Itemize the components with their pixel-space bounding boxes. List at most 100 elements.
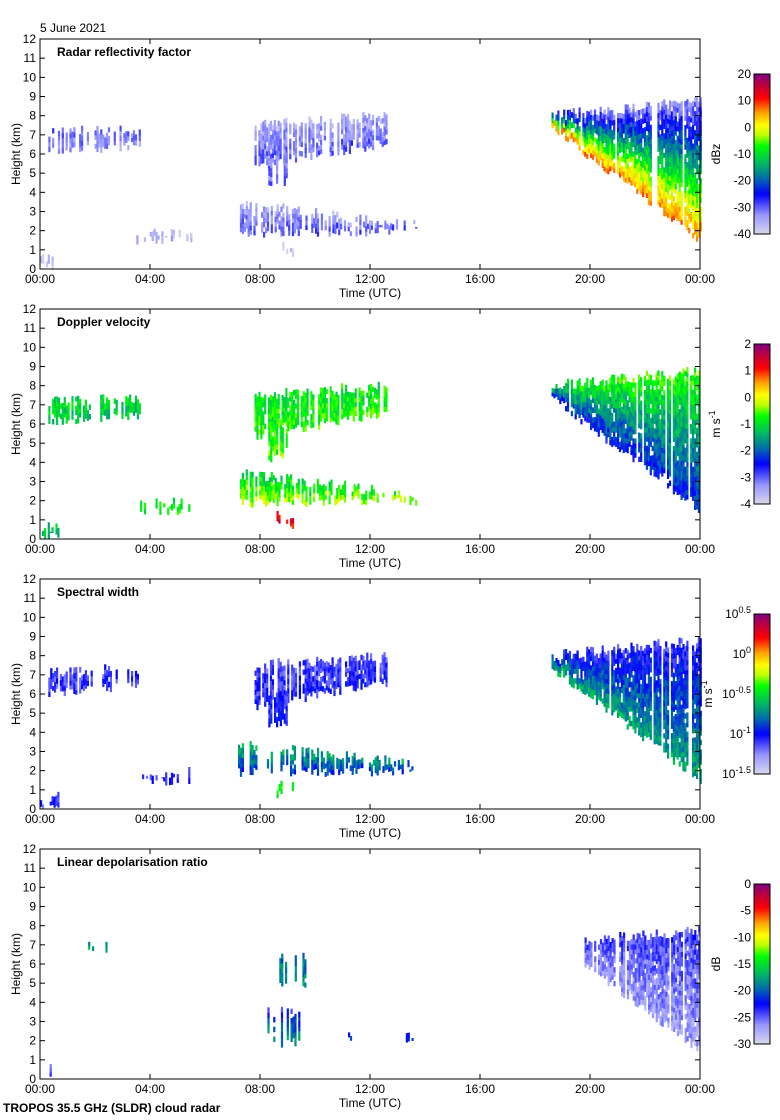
radar-cell [346, 681, 350, 687]
radar-cell [694, 381, 697, 387]
radar-cell [358, 410, 361, 417]
radar-cell [695, 451, 699, 458]
radar-cell [71, 405, 74, 411]
radar-cell [134, 681, 138, 688]
radar-cell [632, 113, 635, 119]
radar-cell [57, 527, 60, 534]
radar-cell [680, 475, 683, 481]
radar-cell [624, 118, 627, 125]
radar-cell [697, 208, 700, 214]
radar-cell [674, 486, 677, 492]
radar-cell [318, 127, 321, 133]
radar-cell [620, 416, 623, 422]
radar-cell [82, 685, 86, 692]
radar-cell [47, 522, 50, 529]
radar-cell [368, 118, 371, 124]
radar-cell [383, 139, 386, 146]
radar-cell [77, 400, 80, 406]
colorbar-swatch [754, 138, 770, 141]
radar-cell [591, 134, 595, 141]
radar-cell [335, 414, 338, 420]
radar-cell [661, 385, 664, 391]
radar-cell [54, 671, 57, 677]
radar-cell [294, 152, 298, 158]
radar-cell [678, 215, 681, 222]
radar-cell [306, 406, 309, 412]
radar-cell [595, 681, 598, 687]
radar-cell [617, 658, 620, 665]
radar-cell [337, 677, 340, 683]
colorbar-swatch [754, 502, 770, 505]
radar-cell [659, 394, 662, 401]
radar-cell [300, 141, 303, 147]
colorbar-swatch [754, 164, 770, 167]
radar-cell [653, 428, 656, 434]
radar-cell [53, 796, 56, 803]
radar-cell [283, 139, 286, 145]
radar-cell [672, 143, 675, 149]
radar-cell [692, 466, 695, 473]
radar-cell [665, 152, 668, 159]
radar-cell [258, 405, 261, 412]
radar-cell [304, 669, 307, 675]
radar-cell [686, 162, 689, 168]
radar-cell [65, 145, 68, 151]
radar-cell [617, 443, 620, 449]
radar-cell [607, 394, 610, 400]
radar-cell [649, 379, 652, 386]
colorbar-swatch [754, 360, 770, 363]
radar-cell [690, 467, 693, 473]
radar-cell [346, 128, 350, 134]
radar-cell [591, 422, 595, 429]
radar-cell [591, 154, 595, 160]
radar-cell [90, 675, 93, 682]
radar-cell [304, 664, 307, 670]
radar-cell [280, 484, 283, 490]
radar-cell [254, 417, 257, 423]
radar-cell [355, 231, 358, 237]
radar-cell [354, 397, 357, 403]
radar-cell [90, 670, 93, 677]
radar-cell [288, 224, 291, 231]
radar-cell [603, 385, 606, 392]
radar-cell [241, 477, 244, 483]
radar-cell [310, 134, 313, 141]
radar-cell [165, 236, 168, 238]
radar-cell [620, 397, 623, 403]
radar-cell [238, 758, 241, 764]
radar-cell [323, 677, 326, 684]
radar-cell [684, 495, 687, 501]
radar-cell [672, 455, 675, 461]
radar-cell [634, 130, 637, 136]
radar-cell [694, 177, 697, 183]
radar-cell [311, 223, 314, 229]
radar-cell [566, 653, 570, 658]
radar-cell [568, 665, 571, 671]
radar-cell [370, 673, 373, 680]
radar-cell [607, 660, 610, 666]
radar-cell [563, 658, 566, 664]
radar-cell [668, 128, 672, 134]
radar-cell [566, 392, 570, 398]
radar-cell [276, 500, 279, 507]
radar-cell [291, 396, 294, 402]
radar-cell [624, 428, 627, 434]
radar-cell [71, 679, 74, 685]
radar-cell [557, 670, 560, 677]
radar-cell [672, 412, 675, 419]
radar-cell [576, 665, 579, 671]
radar-cell [632, 447, 635, 453]
radar-cell [290, 492, 293, 498]
radar-cell [239, 493, 243, 499]
radar-cell [590, 693, 593, 699]
radar-cell [53, 801, 56, 808]
radar-cell [653, 456, 656, 463]
radar-cell [570, 384, 573, 390]
radar-cell [668, 105, 672, 111]
radar-cell [674, 212, 677, 219]
radar-cell [640, 456, 643, 462]
radar-cell [667, 402, 670, 408]
radar-cell [345, 116, 348, 123]
radar-cell [312, 142, 315, 148]
radar-cell [674, 173, 677, 180]
